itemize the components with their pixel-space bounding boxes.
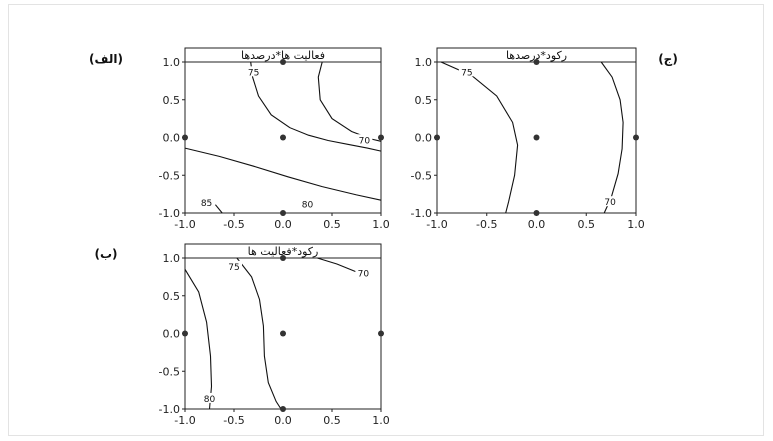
panel-1-x-tick-label: 1.0 [372, 218, 390, 231]
panel-2-title: رکود*درصدها [506, 49, 567, 62]
panel-1-tag: (الف) [89, 52, 123, 66]
panel-1-design-point [280, 210, 286, 216]
panel-2-x-tick-label: 0.0 [528, 218, 546, 231]
panel-1-contour-label-85: 85 [201, 199, 212, 209]
panel-3-design-point [280, 255, 286, 261]
panel-1-contour-label-bg [245, 66, 262, 77]
panel-3-y-tick-label: -0.5 [159, 365, 180, 378]
panel-3-x-tick-label: -1.0 [174, 414, 195, 427]
panel-1-x-tick-label: -0.5 [223, 218, 244, 231]
panel-3-design-point [182, 330, 188, 337]
panel-1-design-point [378, 134, 384, 141]
panel-3-x-tick-label: 1.0 [372, 414, 390, 427]
panel-1-contour-label-bg [198, 196, 215, 207]
panel-3-contour-label-bg [201, 392, 218, 403]
panel-2-x-tick-label: -1.0 [426, 218, 447, 231]
panel-2-x-tick-label: 1.0 [627, 218, 645, 231]
panel-3-design-point [280, 330, 286, 337]
panel-2-design-point [533, 134, 540, 141]
panel-1-contour-80 [184, 147, 382, 201]
panel-1-x-tick-label: -1.0 [174, 218, 195, 231]
panel-3-contour-label-bg [355, 267, 372, 278]
panel-3-y-tick-label: 1.0 [163, 252, 181, 265]
panel-2-contour-label-75: 75 [461, 68, 472, 78]
panel-1-design-point [280, 134, 286, 141]
panel-2-tag: (ج) [658, 52, 678, 66]
panel-2-design-point [434, 134, 440, 141]
panel-2-y-tick-label: -0.5 [411, 169, 432, 182]
panel-1-contour-75 [250, 61, 382, 152]
panel-1-contour-85 [214, 204, 223, 214]
panel-3-x-tick-label: -0.5 [223, 414, 244, 427]
panel-2-contour-label-70: 70 [604, 198, 616, 208]
panel-1-y-tick-label: 0.0 [163, 132, 181, 145]
panel-3-y-tick-label: -1.0 [159, 403, 180, 416]
panel-2-y-tick-label: 0.5 [415, 94, 433, 107]
panel-1-design-point [182, 134, 188, 141]
panel-3-design-point [378, 330, 384, 337]
panel-2-design-point [533, 59, 540, 65]
panel-1-contour-70 [317, 61, 382, 142]
panel-2-contour-label-bg [458, 66, 475, 77]
panel-3-x-tick-label: 0.0 [274, 414, 292, 427]
panel-3-design-point [280, 406, 286, 412]
panel-1-contour-label-80: 80 [302, 200, 314, 210]
panel-3-y-tick-label: 0.0 [163, 328, 181, 341]
panel-3-contour-70 [317, 257, 360, 274]
panel-3-contour-label-bg [226, 260, 242, 271]
panel-3-contour-label-70: 70 [358, 270, 370, 280]
panel-3-contour-80 [184, 269, 213, 410]
panel-2-y-tick-label: 0.0 [415, 132, 433, 145]
panel-1-contour-label-75: 75 [248, 68, 259, 78]
panel-3-contour-75 [236, 257, 282, 410]
panel-1-design-point [280, 59, 286, 65]
panel-1-y-tick-label: 1.0 [163, 56, 181, 69]
panel-1-y-tick-label: -0.5 [159, 169, 180, 182]
panel-2-x-tick-label: 0.5 [578, 218, 596, 231]
panel-2-y-tick-label: -1.0 [411, 207, 432, 220]
panel-1-y-tick-label: -1.0 [159, 207, 180, 220]
panel-3-contour-label-75: 75 [228, 263, 239, 273]
panel-3-tag: (ب) [94, 247, 117, 261]
panel-2-x-tick-label: -0.5 [476, 218, 497, 231]
panel-2-design-point [533, 210, 540, 216]
panel-1-contour-label-70: 70 [359, 136, 371, 146]
panel-2-contour-label-bg [602, 196, 619, 207]
panel-3-contour-label-80: 80 [204, 395, 216, 405]
panel-1-x-tick-label: 0.5 [323, 218, 341, 231]
panel-2-y-tick-label: 1.0 [415, 56, 433, 69]
panel-2-contour-75 [440, 61, 519, 214]
panel-1-y-tick-label: 0.5 [163, 94, 181, 107]
panel-3-x-tick-label: 0.5 [323, 414, 341, 427]
panel-3-title: رکود*فعالیت ها [248, 245, 319, 258]
panel-2-contour-70 [600, 61, 624, 214]
panel-1-contour-label-bg [356, 134, 373, 145]
panel-1-x-tick-label: 0.0 [274, 218, 292, 231]
panel-2-design-point [633, 134, 639, 141]
panel-1-title: فعالیت ها*درصدها [241, 49, 325, 62]
panel-3-y-tick-label: 0.5 [163, 290, 181, 303]
figure-border [8, 4, 764, 436]
panel-1-contour-label-bg [299, 198, 316, 209]
